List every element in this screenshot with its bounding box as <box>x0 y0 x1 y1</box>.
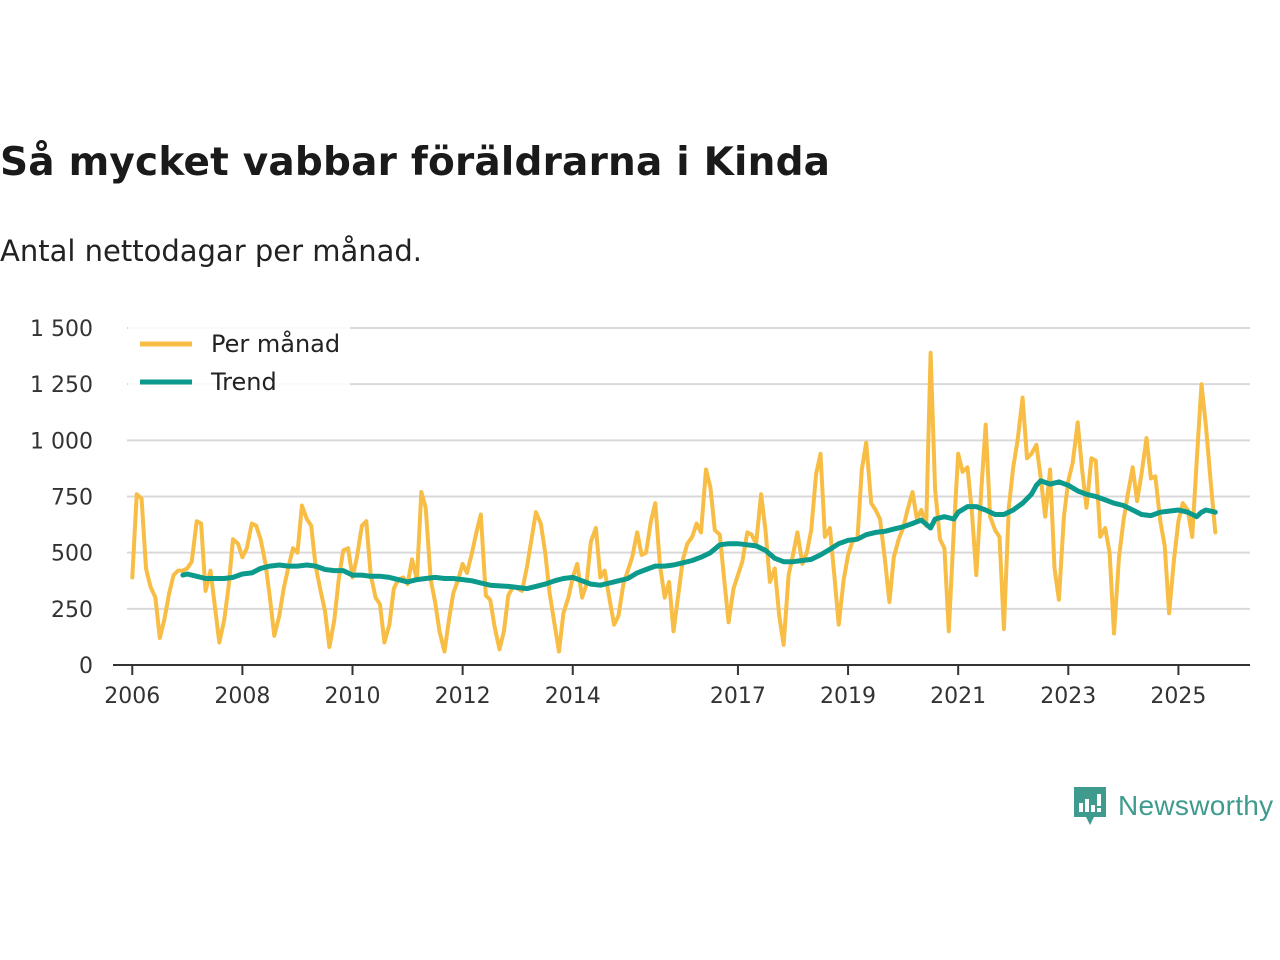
newsworthy-logo-icon <box>1074 787 1106 825</box>
brand-name: Newsworthy <box>1118 790 1274 821</box>
y-tick-label: 750 <box>51 486 93 511</box>
y-axis-ticks: 0 250 500 750 1 000 1 250 1 500 <box>30 317 93 679</box>
x-tick-label: 2014 <box>545 684 601 709</box>
legend-label: Trend <box>210 368 277 396</box>
x-tick-label: 2017 <box>710 684 766 709</box>
y-tick-label: 0 <box>79 654 93 679</box>
y-tick-label: 1 250 <box>30 373 93 398</box>
legend: Per månad Trend <box>128 322 350 400</box>
y-tick-label: 250 <box>51 598 93 623</box>
x-tick-label: 2025 <box>1150 684 1206 709</box>
x-tick-label: 2021 <box>930 684 986 709</box>
x-tick-label: 2008 <box>214 684 270 709</box>
x-tick-label: 2006 <box>104 684 160 709</box>
chart-subtitle: Antal nettodagar per månad. <box>0 234 423 268</box>
y-tick-label: 500 <box>51 542 93 567</box>
legend-label: Per månad <box>211 329 340 358</box>
x-tick-label: 2010 <box>325 684 381 709</box>
series-line-trend <box>180 478 1218 592</box>
x-tick-label: 2012 <box>435 684 491 709</box>
x-tick-label: 2019 <box>820 684 876 709</box>
y-tick-label: 1 500 <box>30 317 93 342</box>
series-line-per-manad <box>130 350 1218 654</box>
series-group <box>130 350 1218 654</box>
y-tick-label: 1 000 <box>30 429 93 454</box>
newsworthy-logo: Newsworthy <box>1072 785 1273 827</box>
x-tick-label: 2023 <box>1040 684 1096 709</box>
legend-background <box>128 322 350 400</box>
chart-title: Så mycket vabbar föräldrarna i Kinda <box>0 140 831 185</box>
x-axis: 2006 2008 2010 2012 2014 2017 2019 2021 2023 2025 <box>104 664 1250 709</box>
